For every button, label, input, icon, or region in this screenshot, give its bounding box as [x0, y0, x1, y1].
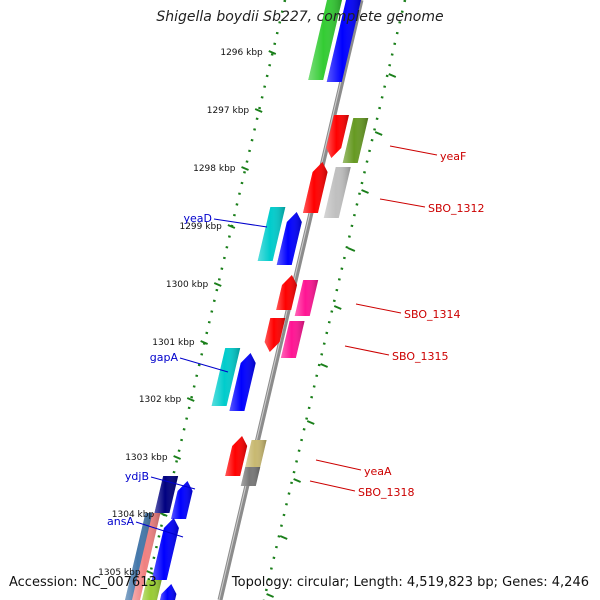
gene-label: ansA — [107, 515, 134, 528]
tick-label: 1298 kbp — [193, 164, 236, 174]
tick-mark — [186, 397, 195, 402]
gene-label: yeaA — [364, 465, 392, 478]
gene-label: yeaD — [184, 212, 213, 225]
tick-label: 1299 kbp — [179, 222, 222, 232]
gene-label: gapA — [150, 351, 179, 364]
gene-arrow-shading — [302, 162, 328, 213]
gene-arrow-shading — [160, 584, 177, 600]
gene-arrow-shading — [229, 353, 256, 411]
tick-mark — [146, 570, 154, 575]
label-leader-line — [389, 145, 438, 156]
gene-label: SBO_1318 — [358, 486, 415, 499]
tick-mark — [374, 131, 383, 136]
tick-label: 1297 kbp — [207, 106, 250, 116]
gene-arrow-shading — [125, 513, 154, 600]
gene-arrow-shading — [280, 321, 305, 358]
tick-label: 1305 kbp — [98, 568, 141, 578]
label-leader-line — [355, 303, 402, 314]
label-leader-line — [344, 345, 390, 356]
label-leader-line — [379, 198, 426, 208]
gene-arrow-shading — [211, 348, 241, 406]
gene-features — [125, 0, 369, 600]
gene-arrow-shading — [294, 280, 319, 316]
label-leader-line — [179, 357, 229, 373]
gene-arrow-shading — [326, 115, 349, 158]
gene-label: SBO_1314 — [404, 308, 461, 321]
gene-arrow-shading — [132, 513, 161, 600]
gene-arrow-shading — [323, 167, 351, 218]
tick-label: 1296 kbp — [220, 48, 263, 58]
genome-stats-text: Topology: circular; Length: 4,519,823 bp… — [231, 575, 589, 590]
label-leader-line — [150, 476, 196, 490]
accession-text: Accession: NC_007613 — [9, 575, 157, 590]
tick-mark — [306, 420, 315, 425]
tick-label: 1304 kbp — [112, 510, 155, 520]
label-leader-line — [213, 218, 268, 228]
tick-mark — [159, 512, 168, 517]
gene-arrow-shading — [154, 476, 179, 513]
label-leader-line — [135, 521, 184, 538]
tick-mark — [227, 224, 236, 229]
tick-label: 1301 kbp — [152, 338, 195, 348]
right-dotted-guide — [262, 0, 407, 600]
tick-label: 1302 kbp — [139, 395, 182, 405]
gene-label: SBO_1312 — [428, 202, 485, 215]
map-title: Shigella boydii Sb227, complete genome — [156, 9, 444, 25]
gene-arrow-shading — [276, 275, 298, 310]
tick-mark — [279, 535, 288, 540]
tick-mark — [200, 340, 209, 345]
gene-arrow-shading — [171, 481, 193, 519]
tick-mark — [254, 108, 263, 113]
gene-arrow-shading — [264, 318, 286, 352]
left-dotted-guide — [142, 0, 287, 600]
gene-arrow-shading — [326, 0, 361, 82]
tick-mark — [173, 455, 181, 460]
tick-mark — [333, 305, 342, 310]
tick-mark — [213, 282, 222, 287]
gene-arrow-shading — [257, 207, 286, 261]
gene-label: yeaF — [440, 150, 466, 163]
text-labels: 1296 kbp 1297 kbp 1298 kbp 1299 kbp 1300 kbp… — [98, 48, 484, 578]
gene-label: SBO_1315 — [392, 350, 449, 363]
tick-marks — [146, 50, 397, 598]
gene-label: ydjB — [125, 470, 149, 483]
tick-mark — [293, 478, 301, 483]
label-leader-line — [309, 480, 356, 492]
tick-mark — [320, 363, 329, 368]
gene-arrow-shading — [342, 118, 369, 163]
gene-arrow-shading — [308, 0, 342, 80]
gene-arrow-shading — [142, 580, 162, 600]
tick-mark — [266, 593, 274, 598]
tick-label: 1303 kbp — [125, 453, 168, 463]
label-leader-lines — [135, 145, 438, 538]
tick-label: 1300 kbp — [166, 280, 209, 290]
gene-arrow-shading — [240, 467, 261, 486]
tick-mark — [241, 166, 249, 171]
label-leader-line — [315, 459, 362, 471]
tick-mark — [268, 50, 277, 55]
gene-arrow-shading — [225, 436, 248, 476]
tick-mark — [361, 189, 369, 194]
gene-arrow-shading — [245, 440, 267, 467]
tick-mark — [388, 73, 397, 78]
gene-arrow-shading — [276, 212, 302, 265]
tick-mark — [347, 247, 356, 252]
tick-dotted-lines — [142, 0, 407, 600]
